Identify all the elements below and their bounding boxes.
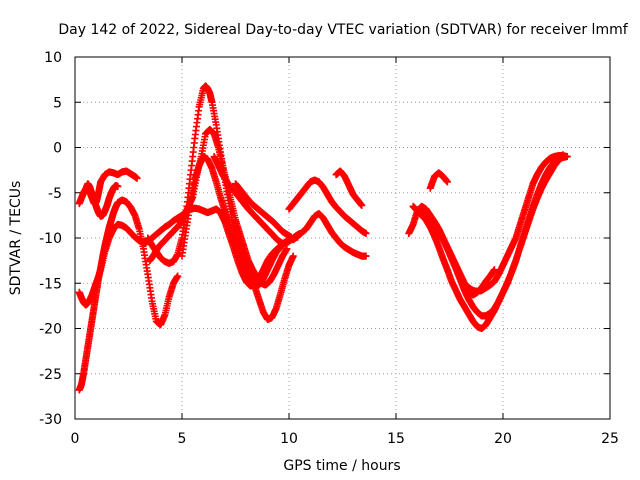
data-point	[443, 178, 451, 186]
data-point	[559, 151, 567, 159]
series-arc9	[232, 180, 295, 241]
series-arc11	[289, 210, 370, 260]
x-tick-label: 25	[601, 431, 619, 447]
data-point	[362, 252, 370, 260]
data-point	[490, 266, 498, 274]
data-point	[174, 272, 182, 280]
y-tick-label: -25	[39, 367, 62, 383]
series-arc4	[82, 180, 122, 220]
y-tick-label: 5	[53, 95, 62, 111]
y-tick-label: -5	[48, 186, 62, 202]
series-arc12	[332, 167, 366, 209]
y-tick-label: 0	[53, 141, 62, 157]
x-axis-label: GPS time / hours	[283, 458, 400, 474]
x-tick-label: 5	[178, 431, 187, 447]
x-tick-label: 15	[387, 431, 405, 447]
axis-ticks: 0 5 10 15 20 25 -30 -25 -20 -15 -10 -5 0 5 10	[39, 50, 619, 447]
data-point	[114, 182, 122, 190]
data-point	[283, 245, 291, 253]
data-point	[133, 174, 141, 182]
x-tick-label: 20	[494, 431, 512, 447]
series-arc17	[460, 266, 498, 299]
series-arc10	[285, 176, 370, 237]
x-tick-label: 0	[71, 431, 80, 447]
chart-title: Day 142 of 2022, Sidereal Day-to-day VTE…	[58, 22, 628, 38]
x-tick-label: 10	[280, 431, 298, 447]
y-axis-label: SDTVAR / TECUs	[8, 181, 24, 296]
data-point	[289, 252, 297, 260]
y-tick-label: -10	[39, 231, 62, 247]
y-tick-label: -15	[39, 276, 62, 292]
data-marks	[75, 82, 571, 394]
y-tick-label: -20	[39, 322, 62, 338]
data-point	[358, 201, 366, 209]
series-arc15	[418, 151, 567, 320]
data-point	[362, 229, 370, 237]
series-arc16	[426, 169, 451, 192]
y-tick-label: 10	[44, 50, 62, 66]
y-tick-label: -30	[39, 412, 62, 428]
